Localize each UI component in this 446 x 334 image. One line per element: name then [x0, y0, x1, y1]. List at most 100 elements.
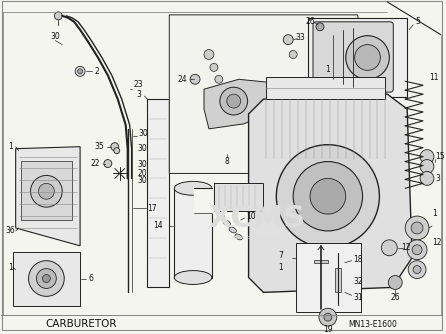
Circle shape: [324, 313, 332, 321]
Text: 3: 3: [435, 174, 440, 183]
Text: 20: 20: [137, 169, 147, 178]
Bar: [335, 268, 341, 292]
Circle shape: [381, 240, 397, 256]
Circle shape: [388, 276, 402, 290]
Circle shape: [293, 162, 363, 231]
Circle shape: [411, 222, 423, 234]
Circle shape: [78, 69, 83, 74]
Circle shape: [215, 75, 223, 83]
Text: MN13-E1600: MN13-E1600: [348, 320, 397, 329]
Text: 7: 7: [278, 251, 283, 260]
Bar: [174, 188, 212, 278]
Text: 1: 1: [8, 263, 13, 272]
Text: 5: 5: [415, 17, 420, 26]
Circle shape: [283, 35, 293, 45]
Circle shape: [408, 261, 426, 279]
Circle shape: [29, 261, 64, 296]
Circle shape: [289, 50, 297, 58]
Circle shape: [286, 92, 300, 106]
Text: 22: 22: [91, 159, 100, 168]
Circle shape: [54, 12, 62, 20]
Text: 30: 30: [137, 160, 147, 169]
Text: 26: 26: [305, 17, 315, 26]
Circle shape: [111, 143, 119, 151]
Text: 35: 35: [94, 142, 104, 151]
Circle shape: [210, 63, 218, 71]
Bar: [308, 18, 407, 97]
Circle shape: [346, 36, 389, 79]
Ellipse shape: [217, 213, 224, 219]
Circle shape: [412, 245, 422, 255]
Text: 26: 26: [390, 293, 400, 302]
Circle shape: [420, 150, 434, 164]
Polygon shape: [204, 79, 318, 129]
Circle shape: [227, 94, 241, 108]
Circle shape: [42, 275, 50, 283]
Ellipse shape: [235, 234, 242, 240]
Circle shape: [279, 85, 307, 113]
Polygon shape: [16, 147, 80, 246]
Text: 30: 30: [50, 32, 60, 41]
Bar: [21, 161, 72, 220]
Text: 8: 8: [224, 157, 229, 166]
Text: 19: 19: [323, 325, 333, 334]
Text: 2: 2: [95, 67, 100, 76]
Bar: [148, 99, 169, 288]
Text: 11: 11: [429, 73, 438, 82]
Text: 17: 17: [148, 204, 157, 213]
Text: 33: 33: [295, 33, 305, 42]
Circle shape: [277, 145, 380, 248]
Polygon shape: [248, 94, 412, 292]
Circle shape: [190, 74, 200, 84]
Circle shape: [75, 66, 85, 76]
Ellipse shape: [174, 271, 212, 285]
Text: 23: 23: [134, 80, 143, 89]
Text: 15: 15: [435, 152, 445, 161]
Circle shape: [420, 160, 434, 173]
Text: 30: 30: [139, 129, 149, 138]
Text: 1: 1: [278, 263, 283, 272]
Circle shape: [114, 148, 120, 154]
Circle shape: [37, 269, 56, 289]
Circle shape: [204, 49, 214, 59]
Circle shape: [30, 175, 62, 207]
Circle shape: [220, 87, 248, 115]
Circle shape: [316, 23, 324, 31]
Text: 12: 12: [432, 238, 442, 247]
Ellipse shape: [223, 220, 231, 226]
Bar: [314, 260, 328, 263]
Circle shape: [413, 266, 421, 274]
Text: 1: 1: [432, 209, 437, 217]
Circle shape: [104, 160, 112, 168]
Circle shape: [420, 171, 434, 185]
Text: 24: 24: [178, 75, 187, 84]
Circle shape: [355, 45, 380, 70]
Ellipse shape: [229, 227, 236, 233]
Circle shape: [319, 308, 337, 326]
Text: CARBURETOR: CARBURETOR: [45, 319, 117, 329]
Circle shape: [407, 240, 427, 260]
Bar: [214, 183, 264, 211]
Text: 18: 18: [354, 255, 363, 264]
Text: www.cmsnl.com: www.cmsnl.com: [231, 235, 282, 240]
Ellipse shape: [174, 181, 212, 195]
Bar: [296, 243, 360, 312]
Text: 30: 30: [137, 176, 147, 185]
Polygon shape: [194, 188, 212, 213]
FancyBboxPatch shape: [313, 22, 393, 92]
Text: 10: 10: [247, 211, 256, 220]
Circle shape: [405, 216, 429, 240]
Text: 31: 31: [354, 293, 363, 302]
Text: 1: 1: [326, 65, 330, 74]
Text: XCMS: XCMS: [208, 203, 305, 232]
Text: 12: 12: [401, 243, 411, 252]
Text: 32: 32: [354, 277, 363, 286]
Text: 6: 6: [88, 274, 93, 283]
Text: 30: 30: [137, 144, 147, 153]
Bar: [266, 77, 385, 99]
Text: 1: 1: [8, 142, 13, 151]
Polygon shape: [169, 15, 368, 173]
Text: 14: 14: [153, 221, 162, 230]
Bar: [12, 252, 80, 306]
Text: 36: 36: [6, 226, 16, 235]
